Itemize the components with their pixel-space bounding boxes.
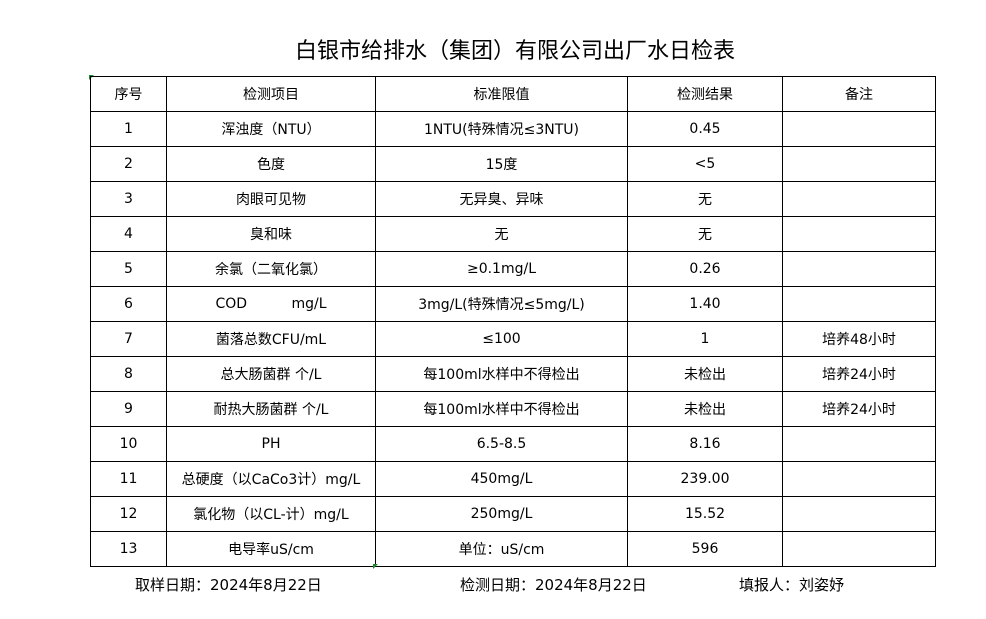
table-cell: ≤100 xyxy=(375,321,628,357)
table-cell: 电导率uS/cm xyxy=(166,531,376,567)
header-row: 序号 检测项目 标准限值 检测结果 备注 xyxy=(90,76,936,112)
inspection-table: 序号 检测项目 标准限值 检测结果 备注 1 浑浊度（NTU） 1NTU(特殊情况≤… xyxy=(90,76,936,567)
table-cell: 450mg/L xyxy=(375,461,628,497)
table-cell: 无 xyxy=(627,181,783,217)
table-row: 9 耐热大肠菌群 个/L 每100ml水样中不得检出 未检出 培养24小时 xyxy=(90,391,936,427)
test-date: 检测日期：2024年8月22日 xyxy=(460,576,647,594)
table-cell xyxy=(782,496,936,532)
table-cell: 11 xyxy=(90,461,167,497)
cell-marker xyxy=(373,564,378,569)
table-cell: 596 xyxy=(627,531,783,567)
table-cell: 12 xyxy=(90,496,167,532)
table-cell: 总硬度（以CaCo3计）mg/L xyxy=(166,461,376,497)
table-cell: 1NTU(特殊情况≤3NTU) xyxy=(375,111,628,147)
table-cell: 单位：uS/cm xyxy=(375,531,628,567)
table-cell: 色度 xyxy=(166,146,376,182)
table-cell: 6 xyxy=(90,286,167,322)
table-cell: 15度 xyxy=(375,146,628,182)
table-cell: 7 xyxy=(90,321,167,357)
table-cell: 1 xyxy=(90,111,167,147)
table-row: 7 菌落总数CFU/mL ≤100 1 培养48小时 xyxy=(90,321,936,357)
table-cell: 0.45 xyxy=(627,111,783,147)
table-cell: 每100ml水样中不得检出 xyxy=(375,356,628,392)
table-cell: 无异臭、异味 xyxy=(375,181,628,217)
table-cell: 浑浊度（NTU） xyxy=(166,111,376,147)
table-cell: 总大肠菌群 个/L xyxy=(166,356,376,392)
table-cell: 耐热大肠菌群 个/L xyxy=(166,391,376,427)
table-cell: 未检出 xyxy=(627,391,783,427)
header-cell: 检测结果 xyxy=(627,76,783,112)
table-cell: 2 xyxy=(90,146,167,182)
table-cell: 9 xyxy=(90,391,167,427)
table-row: 5 余氯（二氧化氯） ≥0.1mg/L 0.26 xyxy=(90,251,936,287)
table-cell: 239.00 xyxy=(627,461,783,497)
table-cell: 8.16 xyxy=(627,426,783,462)
table-cell: 臭和味 xyxy=(166,216,376,252)
table-cell: 5 xyxy=(90,251,167,287)
table-row: 4 臭和味无无 xyxy=(90,216,936,252)
sampling-date: 取样日期：2024年8月22日 xyxy=(135,576,322,594)
table-cell: 无 xyxy=(375,216,628,252)
table-cell: 氯化物（以CL-计）mg/L xyxy=(166,496,376,532)
table-cell xyxy=(782,111,936,147)
table-cell: 3 xyxy=(90,181,167,217)
header-cell: 检测项目 xyxy=(166,76,376,112)
table-row: 8 总大肠菌群 个/L 每100ml水样中不得检出 未检出 培养24小时 xyxy=(90,356,936,392)
table-cell: 无 xyxy=(627,216,783,252)
header-cell: 序号 xyxy=(90,76,167,112)
table-cell: 0.26 xyxy=(627,251,783,287)
table-cell: 余氯（二氧化氯） xyxy=(166,251,376,287)
table-cell: ≥0.1mg/L xyxy=(375,251,628,287)
table-cell: 培养24小时 xyxy=(782,356,936,392)
table-cell xyxy=(782,181,936,217)
table-cell: 8 xyxy=(90,356,167,392)
table-cell: 肉眼可见物 xyxy=(166,181,376,217)
table-cell: 13 xyxy=(90,531,167,567)
table-cell: 3mg/L(特殊情况≤5mg/L) xyxy=(375,286,628,322)
table-cell: 10 xyxy=(90,426,167,462)
header-cell: 标准限值 xyxy=(375,76,628,112)
table-cell xyxy=(782,426,936,462)
table-cell: 每100ml水样中不得检出 xyxy=(375,391,628,427)
table-row: 2 色度 15度 <5 xyxy=(90,146,936,182)
header-cell: 备注 xyxy=(782,76,936,112)
table-cell: 菌落总数CFU/mL xyxy=(166,321,376,357)
table-cell xyxy=(782,286,936,322)
table-row: 3 肉眼可见物 无异臭、异味无 xyxy=(90,181,936,217)
table-cell: COD mg/L xyxy=(166,286,376,322)
table-cell: PH xyxy=(166,426,376,462)
table-cell xyxy=(782,251,936,287)
table-cell xyxy=(782,461,936,497)
table-row: 1 浑浊度（NTU） 1NTU(特殊情况≤3NTU) 0.45 xyxy=(90,111,936,147)
table-row: 12 氯化物（以CL-计）mg/L 250mg/L 15.52 xyxy=(90,496,936,532)
table-row: 10 PH 6.5-8.5 8.16 xyxy=(90,426,936,462)
table-cell: 未检出 xyxy=(627,356,783,392)
table-cell: 4 xyxy=(90,216,167,252)
table-cell: 250mg/L xyxy=(375,496,628,532)
filled-by: 填报人：刘姿妤 xyxy=(739,576,845,594)
table-cell: 15.52 xyxy=(627,496,783,532)
table-cell xyxy=(782,146,936,182)
table-cell: 培养24小时 xyxy=(782,391,936,427)
table-cell: 6.5-8.5 xyxy=(375,426,628,462)
table-cell: 1 xyxy=(627,321,783,357)
table-row: 11 总硬度（以CaCo3计）mg/L 450mg/L 239.00 xyxy=(90,461,936,497)
table-cell: <5 xyxy=(627,146,783,182)
table-cell: 1.40 xyxy=(627,286,783,322)
table-cell xyxy=(782,216,936,252)
page-title: 白银市给排水（集团）有限公司出厂水日检表 xyxy=(294,39,735,64)
table-cell: 培养48小时 xyxy=(782,321,936,357)
table-row: 6 COD mg/L 3mg/L(特殊情况≤5mg/L) 1.40 xyxy=(90,286,936,322)
table-row: 13 电导率uS/cm 单位：uS/cm 596 xyxy=(90,531,936,567)
table-cell xyxy=(782,531,936,567)
